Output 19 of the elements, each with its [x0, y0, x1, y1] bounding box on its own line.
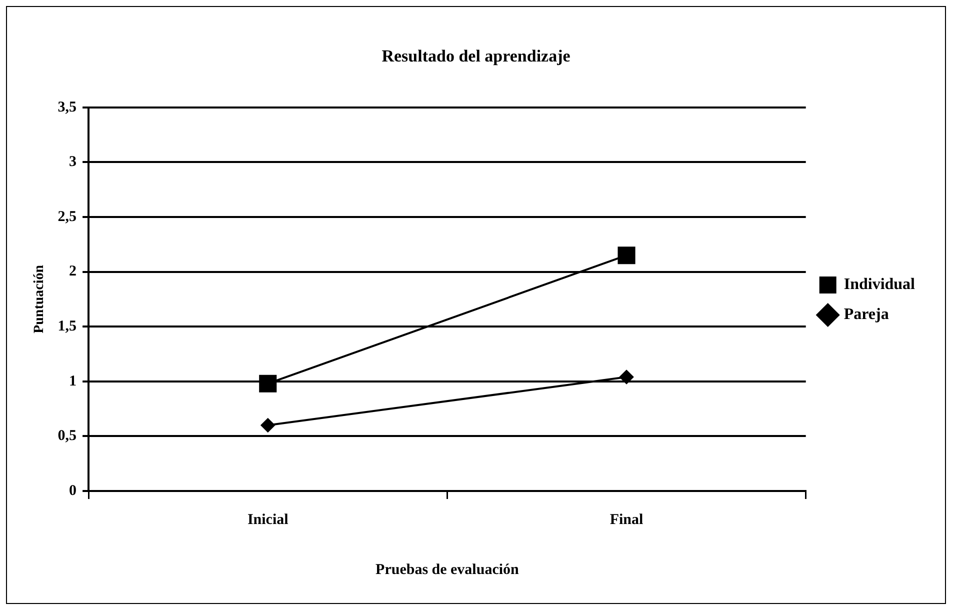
y-tick-label: 0,5	[58, 428, 77, 444]
point	[618, 246, 636, 264]
legend-label: Individual	[844, 276, 916, 294]
chart-title: Resultado del aprendizaje	[382, 46, 571, 66]
x-axis-title: Pruebas de evaluación	[376, 562, 520, 578]
y-tick-label: 1	[69, 373, 77, 390]
y-tick-label: 2	[69, 264, 77, 280]
y-tick-label: 0	[69, 482, 77, 499]
legend-label: Pareja	[844, 306, 889, 324]
y-tick-label: 3,5	[58, 99, 77, 116]
y-tick-label: 2,5	[58, 208, 77, 225]
x-tick-label: Inicial	[247, 512, 288, 528]
point	[260, 418, 275, 432]
y-tick-label: 1,5	[58, 318, 77, 334]
y-tick-label: 3	[69, 154, 77, 170]
x-tick-label: Final	[610, 512, 644, 528]
point	[259, 374, 277, 392]
y-axis-title: Puntuación	[32, 264, 48, 334]
point	[620, 370, 634, 384]
